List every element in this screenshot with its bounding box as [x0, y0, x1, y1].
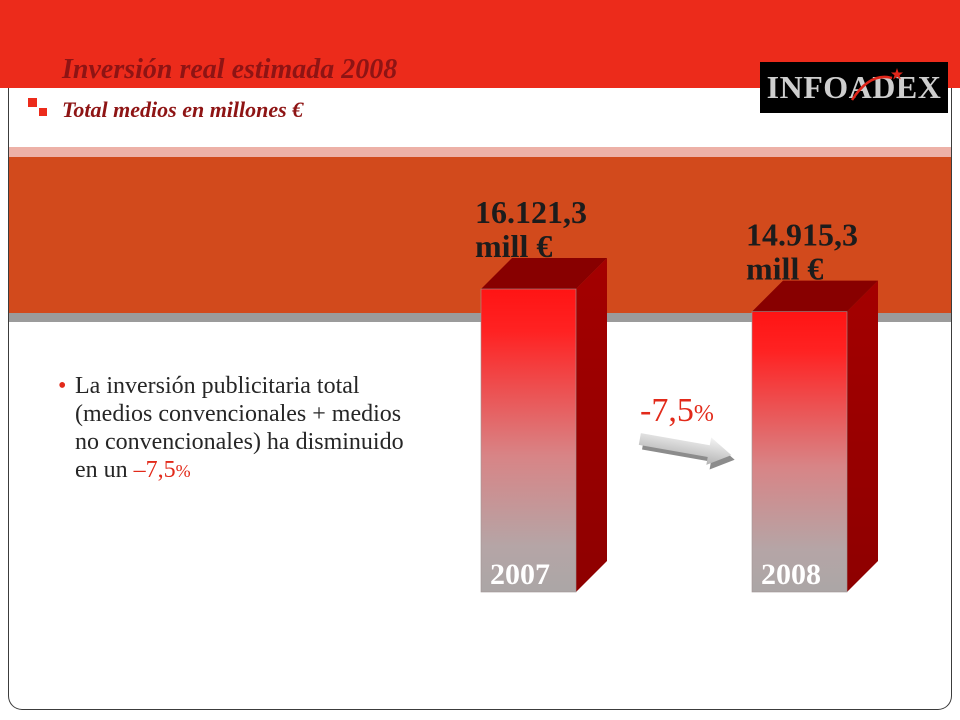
bar-2008: 2008 — [751, 280, 878, 593]
star-icon — [891, 68, 903, 80]
highlight-percent: % — [175, 461, 191, 481]
value-label: 14.915,3 — [746, 217, 858, 253]
arrow-body — [638, 433, 732, 465]
bullet-line: (medios convencionales + medios — [75, 401, 402, 427]
bar-top-face — [752, 280, 878, 312]
infoadex-logo: INFOADEX — [760, 62, 948, 113]
change-label: -7,5% — [640, 394, 714, 431]
slide-subtitle: Total medios en millones € — [62, 97, 304, 122]
bullet-line: en un –7,5% — [75, 456, 418, 485]
value-unit-label: mill € — [746, 251, 823, 287]
category-label: 2007 — [490, 558, 550, 591]
category-label: 2008 — [761, 558, 821, 591]
bullet-line: La inversión publicitaria total — [75, 373, 360, 399]
change-arrow — [638, 433, 735, 470]
value-unit-label: mill € — [475, 228, 552, 264]
content-frame — [8, 88, 952, 710]
bullet-icon: • — [58, 373, 67, 399]
change-percent: % — [693, 401, 714, 427]
bar-side-face — [847, 280, 878, 592]
swoosh-icon — [850, 68, 903, 101]
swoosh-stroke — [850, 75, 893, 101]
bullet-point: • La inversión publicitaria total (medio… — [58, 372, 418, 485]
square-icon — [28, 98, 37, 107]
change-value: -7,5 — [640, 392, 694, 429]
slide-title: Inversión real estimada 2008 — [62, 54, 398, 85]
highlight-value: –7,5 — [133, 457, 176, 483]
value-label: 16.121,3 — [475, 194, 587, 230]
bullet-text: en un — [75, 457, 128, 483]
bar-front-face — [480, 288, 577, 593]
bullet-line: no convencionales) ha disminuido — [75, 429, 404, 455]
band-shadow-line — [9, 313, 951, 322]
bar-2007: 2007 — [480, 258, 607, 593]
bar-side-face — [576, 258, 607, 592]
band-highlight-line — [9, 147, 951, 157]
square-icon — [39, 108, 47, 116]
bar-top-face — [481, 258, 607, 289]
bar-front-face — [751, 311, 848, 593]
